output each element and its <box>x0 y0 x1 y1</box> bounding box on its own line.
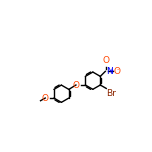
Text: O: O <box>42 93 49 103</box>
Text: O: O <box>103 56 110 65</box>
Text: O: O <box>73 81 80 90</box>
Text: Br: Br <box>107 89 116 98</box>
Text: N: N <box>106 67 113 76</box>
Text: O: O <box>114 67 121 76</box>
Text: +: + <box>109 68 114 73</box>
Text: -: - <box>117 67 119 72</box>
